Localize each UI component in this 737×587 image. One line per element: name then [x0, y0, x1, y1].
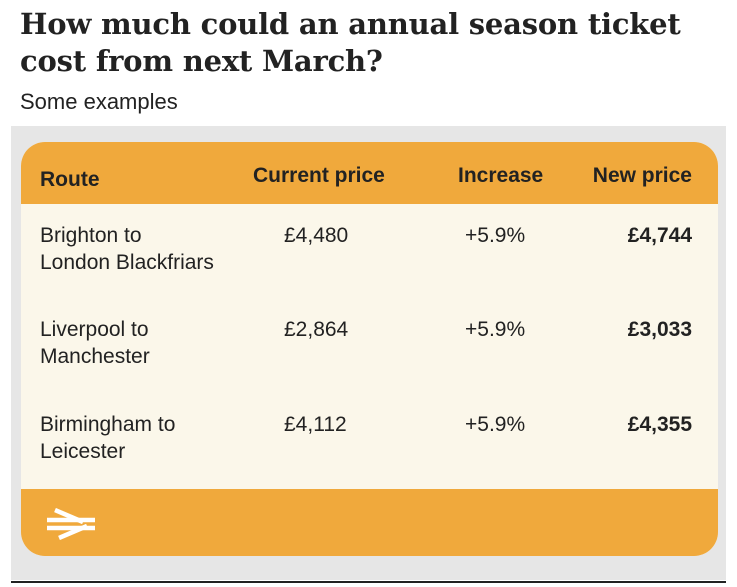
subheadline: Some examples — [20, 89, 178, 114]
column-header-increase: Increase — [458, 164, 544, 187]
table-header: Route Current price Increase New price — [21, 142, 718, 204]
route-cell: Liverpool to Manchester — [40, 316, 270, 370]
increase-cell: +5.9% — [465, 413, 526, 436]
table-row: Liverpool to Manchester £2,864 +5.9% £3,… — [21, 316, 718, 396]
new-price-cell: £4,355 — [627, 413, 692, 436]
route-destination: Manchester — [40, 345, 150, 368]
bottom-divider — [11, 581, 726, 583]
table-row: Brighton to London Blackfriars £4,480 +5… — [21, 222, 718, 302]
table-footer — [21, 489, 718, 556]
increase-cell: +5.9% — [465, 318, 526, 341]
column-header-current-price: Current price — [253, 164, 385, 187]
route-cell: Birmingham to Leicester — [40, 411, 270, 465]
new-price-cell: £3,033 — [627, 318, 692, 341]
table-row: Birmingham to Leicester £4,112 +5.9% £4,… — [21, 411, 718, 491]
current-price-cell: £4,480 — [284, 224, 349, 247]
route-origin: Birmingham to — [40, 413, 176, 436]
current-price-cell: £2,864 — [284, 318, 349, 341]
route-origin: Liverpool to — [40, 318, 149, 341]
current-price-cell: £4,112 — [284, 413, 347, 436]
increase-cell: +5.9% — [465, 224, 526, 247]
route-origin: Brighton to — [40, 224, 142, 247]
column-header-route: Route — [40, 168, 100, 191]
route-destination: Leicester — [40, 440, 126, 463]
national-rail-logo-icon — [47, 508, 95, 540]
route-cell: Brighton to London Blackfriars — [40, 222, 270, 276]
headline: How much could an annual season ticket c… — [20, 7, 681, 78]
table-panel: Route Current price Increase New price B… — [11, 126, 726, 580]
route-destination: London Blackfriars — [40, 251, 214, 274]
column-header-new-price: New price — [592, 164, 692, 187]
new-price-cell: £4,744 — [627, 224, 692, 247]
price-table-card: Route Current price Increase New price B… — [21, 142, 718, 556]
